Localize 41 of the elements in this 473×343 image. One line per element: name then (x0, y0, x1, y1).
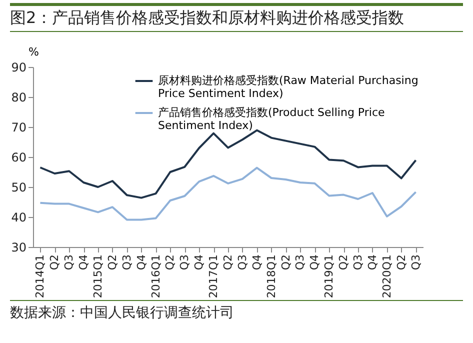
x-tick-label: Q3 (178, 254, 192, 270)
x-tick-label: Q3 (120, 254, 134, 270)
x-tick-label: 2020Q1 (380, 254, 394, 298)
x-tick-label: Q4 (134, 254, 148, 270)
legend-label: 原材料购进价格感受指数(Raw Material Purchasing Price Sentiment Index) (158, 74, 418, 100)
x-tick-label: 2016Q1 (149, 254, 162, 298)
line-series (39, 129, 417, 199)
x-tick-label: 2014Q1 (34, 254, 47, 298)
y-tick-label: 60 (11, 150, 26, 164)
x-tick-label: 2015Q1 (92, 254, 104, 298)
y-tick-label: 50 (11, 180, 26, 194)
x-tick-label: Q3 (409, 254, 422, 270)
x-tick-label: 2019Q1 (322, 254, 336, 298)
x-tick-label: Q2 (279, 254, 292, 270)
x-tick-label: Q4 (250, 254, 264, 270)
x-tick-label: Q3 (236, 254, 249, 270)
x-tick-label: Q2 (222, 254, 234, 270)
x-tick-label: Q4 (366, 254, 379, 270)
x-tick-label: Q4 (77, 254, 90, 270)
x-tick-label: 2017Q1 (207, 254, 220, 298)
x-tick-label: Q2 (337, 254, 350, 270)
legend-label: 产品销售价格感受指数(Product Selling Price Sentiment Index) (158, 106, 385, 132)
chart-title: 图2：产品销售价格感受指数和原材料购进价格感受指数 (10, 3, 463, 32)
y-tick-label: 40 (11, 210, 26, 224)
y-axis-title: % (28, 46, 39, 58)
x-tick-label: Q2 (106, 254, 119, 270)
y-tick-label: 80 (11, 90, 26, 104)
source-note: 数据来源：中国人民银行调查统计司 (10, 300, 463, 322)
y-tick-label: 30 (11, 240, 26, 254)
x-tick-label: Q3 (294, 254, 307, 270)
x-tick-label: Q4 (308, 254, 322, 270)
x-tick-label: Q4 (192, 254, 206, 270)
x-tick-label: Q3 (352, 254, 364, 270)
y-tick-label: 90 (11, 60, 26, 74)
line-series (39, 166, 417, 221)
x-tick-label: Q2 (394, 254, 408, 270)
x-tick-label: Q3 (62, 254, 76, 270)
x-tick-label: 2018Q1 (264, 254, 278, 298)
x-tick-label: Q2 (164, 254, 177, 270)
x-tick-label: Q2 (48, 254, 62, 270)
y-tick-label: 70 (11, 120, 26, 134)
